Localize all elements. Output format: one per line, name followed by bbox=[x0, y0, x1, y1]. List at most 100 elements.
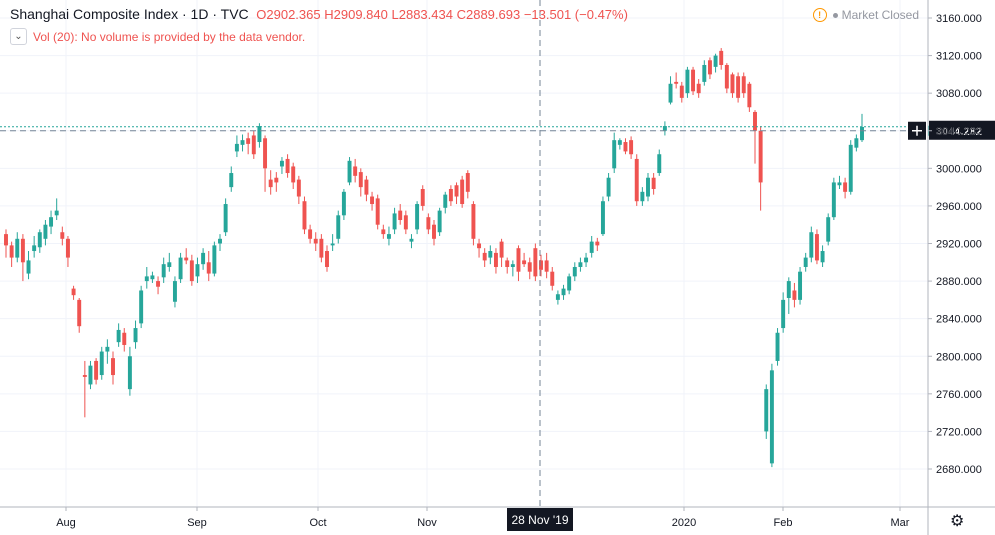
candle-down bbox=[432, 224, 436, 239]
candle-down bbox=[696, 83, 701, 94]
candle-down bbox=[460, 179, 465, 205]
candle-down bbox=[595, 241, 600, 246]
high-label: H bbox=[324, 7, 334, 22]
candle-up bbox=[572, 266, 577, 277]
candle-down bbox=[426, 217, 431, 230]
candle-down bbox=[629, 140, 634, 155]
candle-down bbox=[4, 234, 8, 246]
candle-up bbox=[347, 160, 352, 183]
open-value: 2902.365 bbox=[266, 7, 321, 22]
candle-down bbox=[499, 241, 504, 258]
candle-down bbox=[420, 189, 425, 206]
candle-up bbox=[195, 264, 200, 277]
candle-up bbox=[567, 276, 572, 291]
candle-up bbox=[144, 276, 149, 282]
candle-down bbox=[60, 232, 65, 239]
candle-down bbox=[482, 252, 487, 261]
x-tick-label: 2020 bbox=[672, 517, 696, 529]
candle-up bbox=[781, 299, 786, 329]
symbol-title[interactable]: Shanghai Composite Index · 1D · TVC bbox=[10, 6, 249, 22]
candle-up bbox=[713, 55, 718, 67]
candle-up bbox=[510, 264, 515, 267]
candle-up bbox=[279, 160, 284, 167]
candle-down bbox=[296, 179, 301, 197]
y-tick-label: 2720.000 bbox=[936, 426, 982, 438]
status-dot-icon bbox=[832, 12, 838, 18]
candle-up bbox=[212, 245, 217, 274]
candle-up bbox=[831, 182, 836, 218]
candle-down bbox=[758, 130, 763, 183]
candle-down bbox=[251, 135, 256, 155]
y-tick-label: 2800.000 bbox=[936, 351, 982, 363]
candle-up bbox=[49, 217, 54, 227]
candle-down bbox=[364, 179, 369, 195]
candle-down bbox=[319, 238, 324, 258]
candle-up bbox=[139, 290, 144, 324]
x-tick-label: Sep bbox=[187, 517, 207, 529]
market-status-label: Market Closed bbox=[841, 8, 919, 22]
candle-down bbox=[122, 332, 127, 345]
candle-up bbox=[437, 210, 442, 233]
candle-down bbox=[792, 290, 797, 300]
candle-down bbox=[189, 260, 194, 282]
candle-up bbox=[555, 294, 560, 300]
candle-down bbox=[493, 252, 498, 267]
candle-down bbox=[291, 166, 296, 183]
candle-down bbox=[843, 182, 848, 192]
candle-down bbox=[375, 198, 380, 225]
candle-down bbox=[544, 260, 549, 272]
candle-down bbox=[77, 299, 82, 327]
y-tick-label: 2760.000 bbox=[936, 389, 982, 401]
crosshair-date-bg bbox=[507, 508, 573, 531]
low-value: 2883.434 bbox=[398, 7, 453, 22]
candle-up bbox=[26, 260, 31, 274]
candle-up bbox=[668, 83, 673, 103]
candle-up bbox=[488, 251, 493, 258]
candle-down bbox=[403, 215, 408, 230]
candle-down bbox=[448, 189, 453, 202]
chevron-down-icon[interactable]: ⌄ bbox=[10, 28, 27, 45]
y-tick-label: 3080.000 bbox=[936, 88, 982, 100]
x-tick-label: Feb bbox=[774, 517, 793, 529]
candle-up bbox=[561, 288, 566, 296]
candle-down bbox=[623, 142, 628, 152]
chart-legend: Shanghai Composite Index · 1D · TVC O290… bbox=[10, 6, 628, 22]
candle-up bbox=[116, 329, 121, 343]
gear-icon[interactable]: ⚙ bbox=[950, 513, 965, 530]
candle-up bbox=[415, 204, 420, 230]
candle-down bbox=[285, 158, 290, 174]
crosshair-date-label: 28 Nov '19 bbox=[512, 513, 569, 527]
candle-up bbox=[612, 140, 617, 169]
candle-up bbox=[99, 351, 104, 376]
grid-lines bbox=[0, 0, 928, 507]
candle-up bbox=[161, 264, 166, 278]
candle-up bbox=[409, 238, 414, 242]
candle-up bbox=[640, 191, 645, 202]
candle-down bbox=[263, 138, 268, 169]
candle-up bbox=[600, 201, 605, 235]
candle-up bbox=[606, 177, 611, 197]
candle-up bbox=[341, 191, 346, 216]
candle-up bbox=[803, 257, 808, 267]
candle-up bbox=[826, 217, 831, 242]
volume-legend: ⌄ Vol (20): No volume is provided by the… bbox=[10, 28, 305, 45]
crosshair-price-label: 3044.282 bbox=[936, 126, 982, 138]
candle-down bbox=[747, 83, 752, 108]
candle-down bbox=[539, 260, 543, 270]
candle-down bbox=[184, 257, 189, 261]
candle-down bbox=[753, 111, 757, 131]
candle-down bbox=[268, 179, 273, 188]
candle-up bbox=[702, 64, 707, 82]
y-tick-label: 2840.000 bbox=[936, 314, 982, 326]
candle-down bbox=[471, 204, 476, 239]
ohlc-values: O2902.365 H2909.840 L2883.434 C2889.693 … bbox=[256, 7, 628, 22]
warning-icon[interactable]: ! bbox=[812, 8, 827, 22]
x-tick-label: Mar bbox=[891, 517, 910, 529]
candle-up bbox=[105, 346, 110, 352]
y-tick-label: 2920.000 bbox=[936, 239, 982, 251]
candle-up bbox=[798, 271, 803, 300]
candle-up bbox=[786, 281, 791, 298]
candle-up bbox=[127, 356, 132, 390]
candle-up bbox=[860, 126, 864, 141]
